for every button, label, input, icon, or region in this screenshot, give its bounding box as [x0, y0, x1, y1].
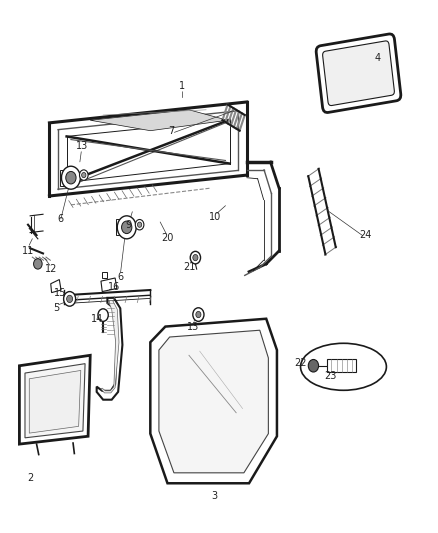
Polygon shape: [19, 356, 90, 444]
Polygon shape: [102, 272, 106, 278]
Text: 16: 16: [108, 282, 120, 293]
Text: 12: 12: [46, 264, 58, 274]
FancyBboxPatch shape: [316, 34, 401, 112]
Polygon shape: [150, 319, 277, 483]
Text: 15: 15: [54, 288, 67, 297]
Polygon shape: [159, 330, 268, 473]
Text: 20: 20: [161, 233, 174, 243]
Text: 4: 4: [375, 53, 381, 62]
Circle shape: [193, 308, 204, 321]
Text: 6: 6: [57, 214, 63, 224]
Circle shape: [308, 359, 318, 372]
Circle shape: [80, 170, 88, 180]
Circle shape: [34, 259, 42, 269]
Text: 14: 14: [91, 314, 103, 324]
Circle shape: [61, 166, 80, 189]
FancyBboxPatch shape: [327, 359, 357, 372]
Polygon shape: [60, 170, 73, 185]
Text: 22: 22: [294, 358, 307, 368]
Polygon shape: [25, 364, 85, 438]
Text: 13: 13: [187, 321, 199, 332]
Circle shape: [135, 220, 144, 230]
Circle shape: [98, 309, 108, 321]
Polygon shape: [101, 278, 117, 292]
Circle shape: [66, 172, 76, 184]
Circle shape: [64, 292, 76, 306]
Circle shape: [138, 222, 142, 228]
Circle shape: [193, 254, 198, 261]
Text: 1: 1: [180, 82, 186, 91]
Text: 9: 9: [126, 220, 132, 230]
Circle shape: [196, 311, 201, 318]
Circle shape: [117, 216, 136, 239]
Polygon shape: [116, 220, 129, 235]
Ellipse shape: [300, 343, 386, 390]
Text: 3: 3: [212, 491, 218, 502]
Text: 24: 24: [359, 230, 371, 240]
Polygon shape: [29, 370, 81, 433]
FancyBboxPatch shape: [323, 41, 394, 106]
Circle shape: [81, 173, 86, 177]
Circle shape: [122, 221, 132, 233]
Text: 23: 23: [325, 371, 337, 381]
Text: 5: 5: [53, 303, 59, 313]
Text: 11: 11: [22, 246, 34, 256]
Text: 10: 10: [208, 212, 221, 222]
Circle shape: [190, 252, 201, 264]
Polygon shape: [90, 110, 228, 131]
Polygon shape: [51, 280, 61, 293]
Text: 21: 21: [183, 262, 195, 271]
Polygon shape: [101, 301, 119, 393]
Text: 7: 7: [169, 126, 175, 136]
Text: 13: 13: [75, 141, 88, 151]
Polygon shape: [97, 298, 123, 400]
Text: 6: 6: [117, 272, 124, 282]
Text: 2: 2: [27, 473, 33, 483]
Circle shape: [67, 295, 73, 303]
